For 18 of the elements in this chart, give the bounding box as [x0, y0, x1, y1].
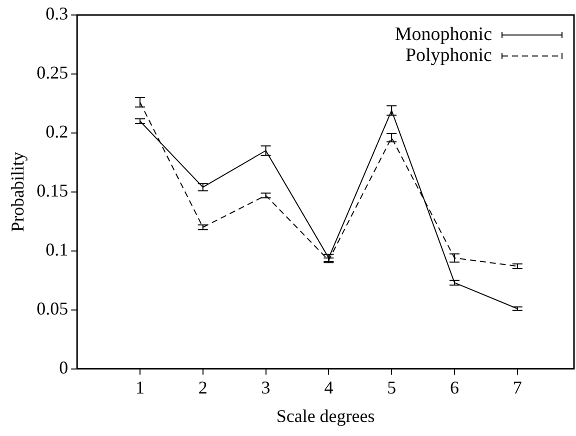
x-tick-label: 6 — [450, 377, 459, 398]
y-tick-label: 0.2 — [46, 122, 68, 142]
x-tick-label: 3 — [261, 377, 270, 398]
y-tick-label: 0.05 — [36, 298, 68, 319]
y-axis-title: Probability — [8, 152, 28, 232]
x-tick-label: 4 — [324, 377, 334, 398]
x-tick-label: 2 — [198, 377, 208, 398]
y-tick-label: 0 — [59, 358, 68, 378]
y-tick-label: 0.15 — [36, 180, 68, 201]
y-tick-label: 0.1 — [46, 240, 68, 260]
x-tick-label: 7 — [512, 377, 522, 398]
y-tick-label: 0.3 — [46, 4, 68, 24]
x-tick-label: 5 — [387, 377, 396, 398]
legend-label: Polyphonic — [405, 44, 492, 66]
legend-label: Monophonic — [394, 24, 492, 45]
x-axis-title: Scale degrees — [276, 406, 375, 426]
x-tick-label: 1 — [136, 377, 144, 398]
y-tick-label: 0.25 — [36, 62, 68, 83]
